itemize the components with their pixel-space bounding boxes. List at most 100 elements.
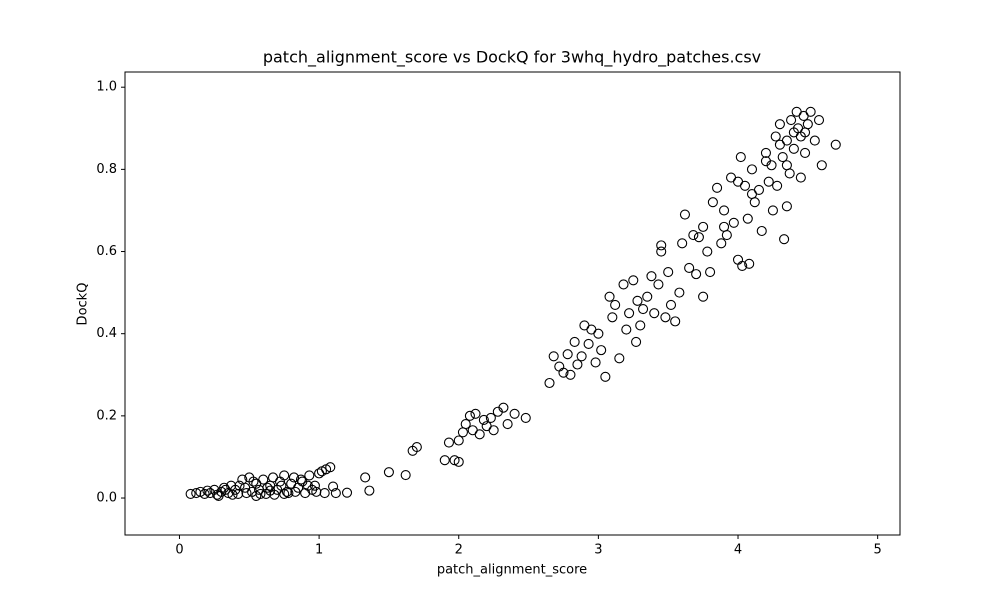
point xyxy=(705,267,716,278)
point xyxy=(698,291,709,302)
point xyxy=(813,115,825,126)
point xyxy=(670,316,681,327)
point xyxy=(716,238,727,249)
point xyxy=(744,258,755,269)
point xyxy=(548,351,559,362)
point xyxy=(304,470,315,481)
point xyxy=(600,371,611,382)
x-tick-label: 5 xyxy=(874,543,882,558)
point xyxy=(799,147,811,158)
point xyxy=(297,476,308,487)
point xyxy=(227,489,238,500)
point xyxy=(295,474,306,485)
point xyxy=(693,232,704,243)
point xyxy=(220,484,231,495)
point xyxy=(830,139,841,150)
point xyxy=(660,312,671,323)
y-tick-label: 0.6 xyxy=(96,244,117,259)
point xyxy=(328,481,339,492)
point xyxy=(498,402,509,413)
point xyxy=(763,176,774,187)
point xyxy=(742,213,753,224)
point xyxy=(223,488,234,499)
point xyxy=(656,240,667,251)
point xyxy=(707,197,718,208)
point xyxy=(279,488,290,499)
point xyxy=(262,482,273,493)
point xyxy=(464,410,475,421)
point xyxy=(665,299,677,310)
point xyxy=(502,419,513,430)
point xyxy=(562,349,573,360)
point xyxy=(618,279,629,290)
point xyxy=(781,201,792,212)
point xyxy=(202,485,213,496)
point xyxy=(234,480,245,491)
point xyxy=(795,172,806,183)
point xyxy=(799,127,811,138)
point xyxy=(809,135,820,146)
point xyxy=(646,271,657,282)
point xyxy=(478,414,489,426)
point xyxy=(760,147,771,158)
point xyxy=(774,139,785,150)
point xyxy=(258,474,269,485)
point xyxy=(569,336,580,347)
point xyxy=(449,455,460,466)
point xyxy=(443,437,455,448)
point xyxy=(677,238,688,249)
point xyxy=(265,485,276,496)
point xyxy=(770,131,781,142)
point xyxy=(288,472,300,483)
point xyxy=(779,234,790,245)
point xyxy=(453,456,464,467)
x-tick-label: 2 xyxy=(455,543,463,558)
point xyxy=(674,287,685,298)
point xyxy=(281,486,293,497)
point xyxy=(251,490,262,502)
point xyxy=(746,188,758,200)
point xyxy=(760,156,771,167)
plot-frame xyxy=(124,71,901,536)
point xyxy=(756,225,767,237)
point xyxy=(520,412,531,423)
point xyxy=(663,267,674,278)
point xyxy=(325,462,336,473)
point xyxy=(233,488,244,499)
point xyxy=(213,490,224,502)
point xyxy=(774,119,785,130)
x-tick-label: 0 xyxy=(175,543,183,558)
point xyxy=(488,425,499,436)
point xyxy=(248,476,259,487)
y-tick-label: 0.2 xyxy=(96,408,117,423)
point xyxy=(638,303,649,315)
point xyxy=(576,351,587,362)
point xyxy=(383,467,394,478)
point xyxy=(777,151,788,163)
point xyxy=(653,279,664,290)
point xyxy=(565,369,576,380)
point xyxy=(290,486,301,497)
y-tick-label: 1.0 xyxy=(96,80,117,95)
point xyxy=(593,328,604,339)
point xyxy=(621,324,632,335)
point xyxy=(470,408,481,419)
point xyxy=(684,262,695,274)
chart-title: patch_alignment_score vs DockQ for 3whq_… xyxy=(263,48,761,68)
point xyxy=(453,435,464,446)
point xyxy=(474,429,485,440)
point xyxy=(642,291,653,302)
point xyxy=(279,470,290,481)
point xyxy=(781,160,792,171)
point xyxy=(631,336,642,347)
point xyxy=(300,488,311,499)
point xyxy=(607,312,618,323)
point xyxy=(816,160,827,171)
point xyxy=(558,367,569,378)
point xyxy=(624,308,635,319)
x-tick-label: 3 xyxy=(594,543,602,558)
y-tick-label: 0.8 xyxy=(96,162,117,177)
point xyxy=(786,115,797,126)
point xyxy=(283,488,294,499)
